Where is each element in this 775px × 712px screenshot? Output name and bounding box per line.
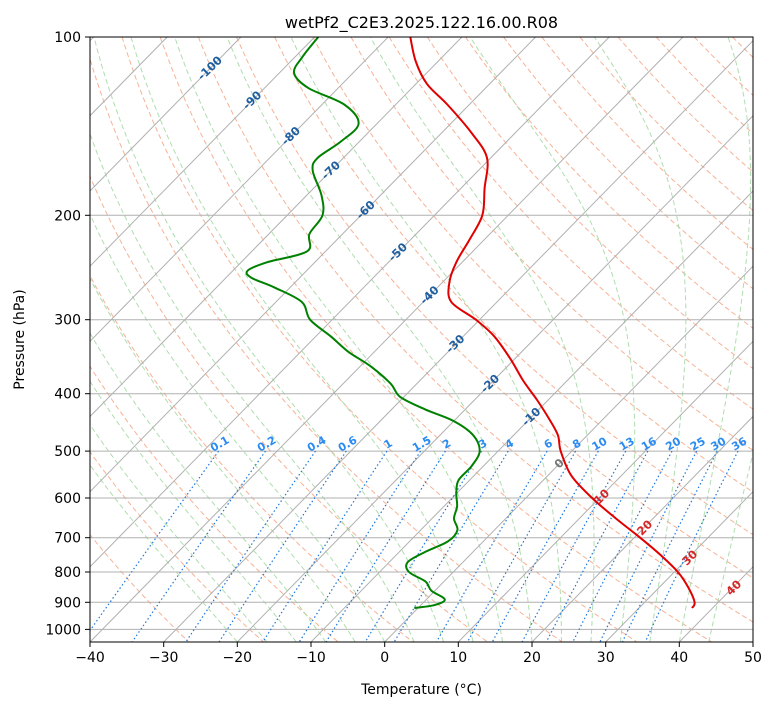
x-tick-label: 40 [670,650,688,666]
x-axis-label: Temperature (°C) [360,682,482,698]
y-axis-label: Pressure (hPa) [12,289,28,389]
y-tick-label: 700 [54,531,81,547]
x-tick-label: −10 [296,650,326,666]
y-tick-label: 400 [54,387,81,403]
x-tick-label: 10 [449,650,467,666]
x-tick-label: −40 [75,650,105,666]
x-tick-label: −20 [223,650,253,666]
x-tick-label: 20 [523,650,541,666]
x-tick-label: 30 [597,650,615,666]
y-tick-label: 900 [54,595,81,611]
y-tick-label: 800 [54,565,81,581]
x-tick-label: 0 [380,650,389,666]
y-tick-label: 600 [54,491,81,507]
y-tick-label: 500 [54,444,81,460]
y-tick-label: 1000 [45,622,81,638]
x-tick-label: −30 [149,650,179,666]
y-tick-label: 300 [54,313,81,329]
y-tick-label: 200 [54,208,81,224]
x-tick-label: 50 [744,650,762,666]
chart-title: wetPf2_C2E3.2025.122.16.00.R08 [285,13,558,33]
y-tick-label: 100 [54,30,81,46]
